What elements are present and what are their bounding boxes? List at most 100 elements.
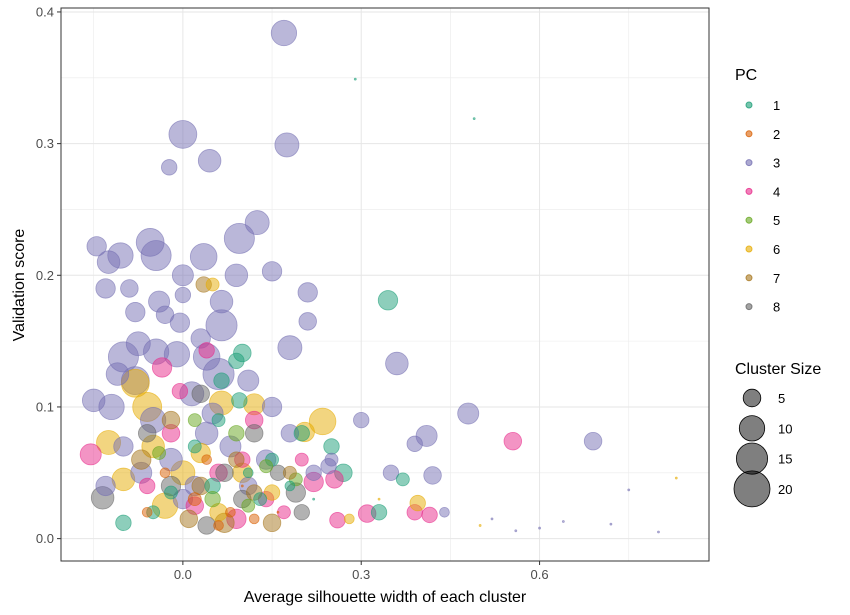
- data-point: [131, 449, 152, 470]
- data-point: [213, 372, 230, 389]
- data-point: [242, 467, 254, 479]
- data-point: [198, 342, 215, 359]
- data-point: [240, 484, 244, 488]
- x-tick-label: 0.6: [531, 567, 549, 582]
- legend-pc-key-1: [745, 101, 753, 109]
- data-point: [120, 279, 139, 298]
- data-point: [282, 465, 297, 480]
- data-point: [294, 452, 309, 467]
- data-point: [538, 526, 541, 530]
- data-point: [141, 506, 153, 518]
- data-point: [125, 331, 151, 357]
- data-point: [270, 19, 298, 47]
- data-point: [204, 490, 221, 508]
- legend-pc-key-2: [745, 130, 753, 138]
- x-tick-label: 0.0: [174, 567, 192, 582]
- data-point: [228, 425, 245, 442]
- data-point: [161, 410, 181, 430]
- data-point: [95, 475, 116, 497]
- data-point: [312, 497, 316, 501]
- data-point: [211, 413, 226, 428]
- legend-size-label-20: 20: [778, 482, 792, 497]
- data-point: [627, 488, 631, 492]
- data-point: [223, 222, 255, 254]
- data-point: [213, 520, 224, 531]
- legend-pc: PC 1 2 3 4 5 6 7 8: [735, 67, 780, 315]
- data-point: [561, 520, 565, 523]
- legend-size-label-5: 5: [778, 391, 785, 406]
- data-point: [305, 464, 322, 481]
- data-point: [79, 443, 102, 466]
- data-point: [159, 467, 171, 479]
- data-point: [423, 466, 442, 485]
- data-point: [228, 451, 245, 468]
- data-point: [298, 312, 317, 331]
- panel-border: [60, 7, 710, 562]
- data-point: [329, 512, 346, 529]
- y-axis-ticks: 0.0 0.1 0.2 0.3 0.4: [36, 4, 61, 546]
- data-point: [224, 263, 249, 288]
- data-point: [241, 498, 256, 513]
- legend-pc-label-7: 7: [773, 271, 780, 286]
- legend-pc-title: PC: [735, 67, 757, 84]
- x-axis-ticks: 0.0 0.3 0.6: [174, 561, 549, 582]
- data-point: [189, 243, 218, 271]
- data-point: [293, 425, 310, 442]
- y-tick-label: 0.0: [36, 531, 54, 546]
- data-point: [324, 452, 339, 467]
- data-point: [163, 341, 191, 368]
- x-axis-title: Average silhouette width of each cluster: [244, 589, 527, 606]
- legend-pc-label-6: 6: [773, 242, 780, 257]
- data-point: [276, 510, 280, 514]
- data-point: [253, 492, 268, 507]
- legend-size-key-5: [742, 388, 762, 408]
- legend-pc-label-5: 5: [773, 213, 780, 228]
- data-point: [231, 392, 248, 409]
- data-point: [105, 362, 130, 386]
- data-point: [323, 438, 340, 455]
- data-point: [187, 439, 202, 454]
- data-point: [187, 413, 202, 428]
- data-point: [225, 506, 236, 518]
- legend-size-key-15: [736, 442, 768, 475]
- legend-pc-label-1: 1: [773, 98, 780, 113]
- grid-lines: [61, 8, 709, 561]
- data-point: [151, 357, 173, 378]
- legend-pc-key-5: [745, 216, 753, 224]
- data-point: [409, 494, 426, 512]
- data-point: [197, 516, 216, 535]
- data-point: [262, 513, 282, 533]
- data-point: [96, 250, 121, 274]
- data-point: [215, 463, 234, 482]
- data-point: [81, 388, 106, 413]
- data-point: [308, 407, 337, 436]
- data-point: [609, 522, 613, 526]
- data-point: [152, 446, 167, 460]
- data-point: [490, 517, 494, 521]
- data-point: [164, 485, 178, 500]
- legend-pc-key-7: [745, 274, 753, 282]
- data-point: [201, 454, 212, 465]
- data-point: [274, 132, 300, 158]
- data-point: [382, 464, 400, 481]
- data-point: [135, 228, 165, 257]
- y-axis-title: Validation score: [11, 229, 28, 342]
- data-point: [138, 424, 157, 443]
- data-point: [263, 484, 281, 501]
- data-point: [385, 351, 409, 376]
- data-point: [406, 435, 423, 452]
- data-point: [86, 236, 107, 257]
- data-point: [457, 402, 480, 425]
- data-point: [139, 477, 156, 495]
- legend-pc-key-3: [745, 159, 753, 167]
- legend-pc-label-2: 2: [773, 127, 780, 142]
- y-tick-label: 0.4: [36, 4, 54, 19]
- x-tick-label: 0.3: [352, 567, 370, 582]
- data-point: [439, 506, 450, 518]
- y-tick-label: 0.3: [36, 136, 54, 151]
- data-point: [174, 286, 192, 304]
- data-point: [197, 149, 222, 173]
- data-point: [187, 492, 202, 507]
- data-point: [284, 480, 296, 492]
- data-point: [237, 369, 260, 392]
